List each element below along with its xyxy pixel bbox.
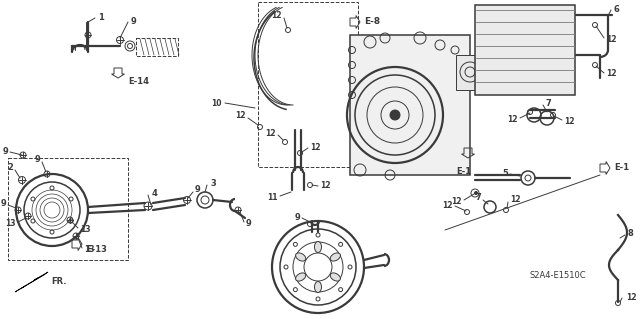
Text: 2: 2 xyxy=(7,164,13,173)
Text: 12: 12 xyxy=(508,115,518,124)
Polygon shape xyxy=(15,272,48,292)
Text: 11: 11 xyxy=(268,194,278,203)
Text: 9: 9 xyxy=(294,212,300,221)
Text: 12: 12 xyxy=(451,197,462,206)
Ellipse shape xyxy=(314,281,321,293)
Text: E-13: E-13 xyxy=(86,246,107,255)
Bar xyxy=(258,2,358,167)
Bar xyxy=(456,55,484,90)
Text: 12: 12 xyxy=(626,293,637,302)
Ellipse shape xyxy=(330,253,340,261)
Text: 4: 4 xyxy=(152,189,158,197)
Text: 9: 9 xyxy=(131,17,137,26)
Text: 8: 8 xyxy=(627,229,633,239)
Text: E-1: E-1 xyxy=(614,164,629,173)
Text: 9: 9 xyxy=(35,155,40,165)
Text: 9: 9 xyxy=(246,219,252,228)
Text: 10: 10 xyxy=(211,99,222,108)
Text: FR.: FR. xyxy=(51,277,67,286)
Text: 3: 3 xyxy=(210,179,216,188)
Bar xyxy=(136,38,178,56)
Text: 12: 12 xyxy=(271,11,282,20)
Text: 9: 9 xyxy=(195,186,201,195)
Text: 7: 7 xyxy=(476,194,481,203)
Text: 13: 13 xyxy=(80,226,90,234)
Text: 12: 12 xyxy=(310,143,321,152)
Ellipse shape xyxy=(296,273,306,281)
Circle shape xyxy=(390,110,400,120)
Text: 12: 12 xyxy=(606,34,616,43)
Text: S2A4-E1510C: S2A4-E1510C xyxy=(530,271,587,279)
Bar xyxy=(8,158,128,260)
Text: 12: 12 xyxy=(266,129,276,137)
Text: 6: 6 xyxy=(613,4,619,13)
Text: 5: 5 xyxy=(502,168,508,177)
Text: 12: 12 xyxy=(320,182,330,190)
Text: 9: 9 xyxy=(0,199,6,209)
Ellipse shape xyxy=(296,253,306,261)
Text: E-14: E-14 xyxy=(128,78,149,86)
Ellipse shape xyxy=(314,241,321,253)
Text: 12: 12 xyxy=(442,201,453,210)
Text: 12: 12 xyxy=(236,112,246,121)
Ellipse shape xyxy=(330,273,340,281)
Text: E-8: E-8 xyxy=(364,18,380,26)
Text: 13: 13 xyxy=(6,219,16,228)
Text: 13: 13 xyxy=(84,246,95,255)
Bar xyxy=(350,35,470,175)
Text: 12: 12 xyxy=(510,196,520,204)
Text: E-1: E-1 xyxy=(456,167,472,175)
Bar xyxy=(475,5,575,95)
Text: 9: 9 xyxy=(3,147,8,157)
Text: 12: 12 xyxy=(564,116,575,125)
Circle shape xyxy=(474,191,477,195)
Text: 7: 7 xyxy=(545,99,551,108)
Text: 1: 1 xyxy=(98,12,104,21)
Text: 12: 12 xyxy=(606,70,616,78)
